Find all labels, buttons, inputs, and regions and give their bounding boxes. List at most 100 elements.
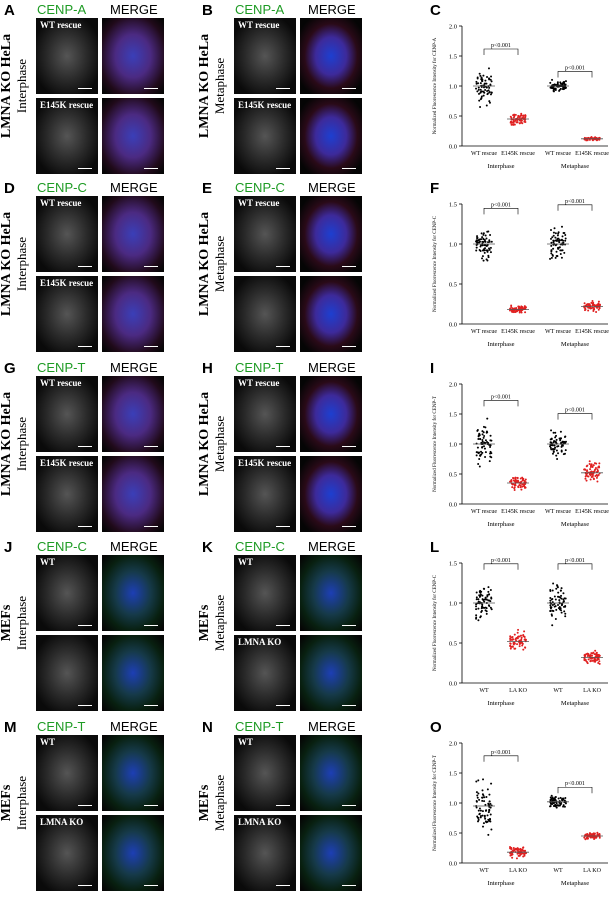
merge-image-bottom: [300, 635, 362, 711]
merge-label: MERGE: [308, 539, 356, 554]
p-value-label: p<0.001: [565, 558, 585, 564]
x-category-label: WT rescue: [545, 509, 571, 515]
data-point: [598, 462, 601, 465]
data-point: [485, 598, 488, 601]
data-point: [518, 635, 521, 638]
data-point: [481, 796, 484, 799]
data-point: [511, 486, 514, 489]
data-point: [524, 482, 527, 485]
data-point: [511, 476, 514, 479]
image-caption: E145K rescue: [40, 458, 94, 468]
data-point: [550, 448, 553, 451]
data-point: [476, 77, 479, 80]
data-point: [553, 595, 556, 598]
data-point: [554, 618, 557, 621]
data-point: [553, 603, 556, 606]
significance-bracket: [483, 563, 519, 570]
data-point: [481, 439, 484, 442]
scale-bar: [342, 705, 356, 706]
scale-bar: [144, 88, 158, 89]
data-point: [484, 820, 487, 823]
data-point: [517, 485, 520, 488]
y-tick-label: 1.5: [449, 412, 457, 419]
data-point: [549, 604, 552, 607]
side-label: MEFs Metaphase: [197, 548, 229, 698]
data-point: [522, 477, 525, 480]
data-point: [488, 460, 491, 463]
data-point: [516, 847, 519, 850]
panel-letter: J: [4, 539, 13, 556]
data-point: [520, 112, 523, 115]
scale-bar: [144, 446, 158, 447]
grayscale-image-bottom: [234, 276, 296, 352]
data-point: [564, 87, 567, 90]
data-point: [483, 239, 486, 242]
merge-image-bottom: [300, 815, 362, 891]
data-point: [514, 113, 517, 116]
data-point: [481, 810, 484, 813]
scale-bar: [342, 266, 356, 267]
data-point: [477, 619, 480, 622]
data-point: [556, 255, 559, 258]
data-point: [489, 444, 492, 447]
y-tick-label: 0.5: [449, 114, 457, 121]
data-point: [584, 477, 587, 480]
data-point: [475, 614, 478, 617]
data-point: [487, 256, 490, 259]
data-point: [552, 240, 555, 243]
data-point: [477, 779, 480, 782]
data-point: [478, 434, 481, 437]
data-point: [549, 445, 552, 448]
data-point: [483, 800, 486, 803]
data-point: [556, 234, 559, 237]
data-point: [516, 852, 519, 855]
data-point: [510, 305, 513, 308]
data-point: [513, 633, 516, 636]
data-point: [481, 255, 484, 258]
data-point: [564, 615, 567, 618]
image-caption: WT: [40, 737, 56, 747]
data-point: [482, 587, 485, 590]
data-point: [475, 451, 478, 454]
data-point: [554, 799, 557, 802]
data-point: [560, 239, 563, 242]
image-caption: WT rescue: [40, 198, 82, 208]
data-point: [513, 483, 516, 486]
data-point: [522, 852, 525, 855]
data-point: [556, 445, 559, 448]
data-point: [562, 798, 565, 801]
data-point: [554, 803, 557, 806]
merge-image-top: [300, 196, 362, 272]
data-point: [486, 89, 489, 92]
y-tick-label: 1.0: [449, 84, 457, 91]
x-category-label: WT: [479, 688, 489, 694]
data-point: [562, 600, 565, 603]
cell-line-label: LMNA KO HeLa: [197, 211, 212, 317]
data-point: [554, 446, 557, 449]
data-point: [488, 101, 491, 104]
data-point: [551, 609, 554, 612]
data-point: [591, 300, 594, 303]
data-point: [591, 465, 594, 468]
data-point: [593, 303, 596, 306]
data-point: [479, 809, 482, 812]
data-point: [584, 307, 587, 310]
data-point: [560, 445, 563, 448]
data-point: [489, 93, 492, 96]
data-point: [514, 638, 517, 641]
data-point: [481, 78, 484, 81]
cell-line-label: LMNA KO HeLa: [197, 391, 212, 497]
data-point: [481, 793, 484, 796]
data-point: [553, 87, 556, 90]
side-label: MEFs Metaphase: [197, 728, 229, 878]
data-point: [592, 651, 595, 654]
panel-letter: G: [4, 360, 16, 377]
data-point: [549, 796, 552, 799]
data-point: [489, 588, 492, 591]
merge-image-bottom: [102, 456, 164, 532]
scatter-chart: 0.0 0.5 1.0 1.5 Normalized Fluorescence Inte…: [433, 199, 609, 348]
merge-image-bottom: [300, 276, 362, 352]
data-point: [476, 241, 479, 244]
data-point: [555, 806, 558, 809]
y-axis-label: Normalized Fluorescence Intensity for CE…: [433, 755, 438, 851]
